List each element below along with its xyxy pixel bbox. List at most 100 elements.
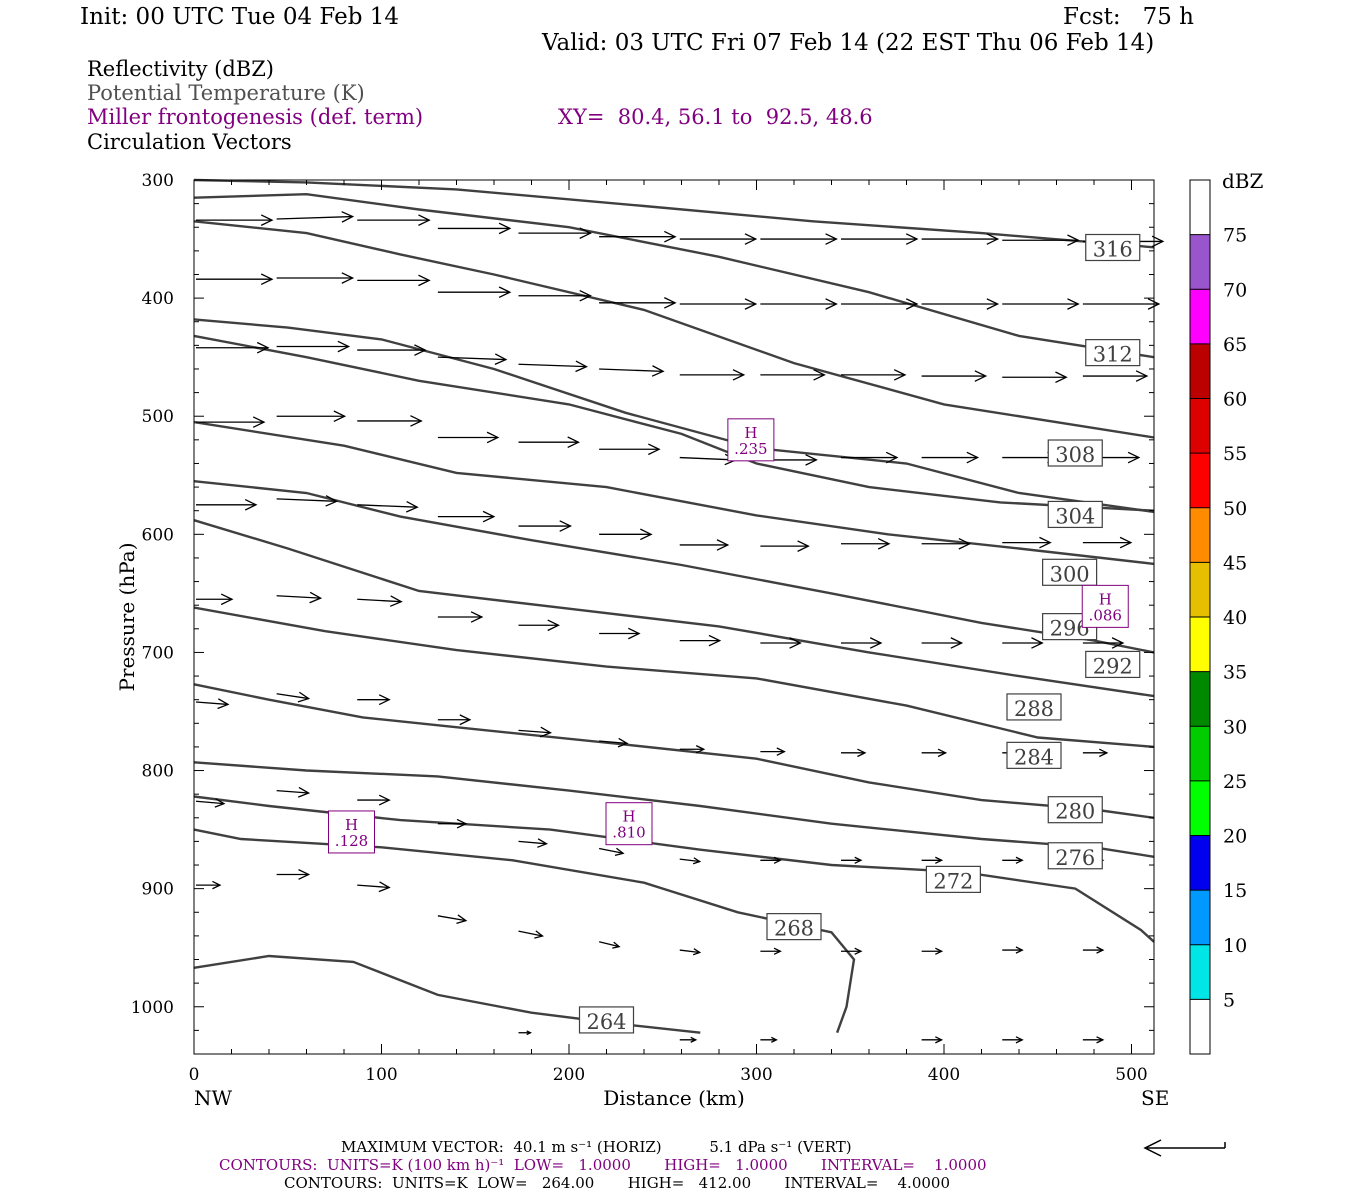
circulation-vector <box>760 856 782 864</box>
contour-label-288: 288 <box>1006 693 1062 721</box>
theta-contour-note: CONTOURS: UNITS=K LOW= 264.00 HIGH= 412.… <box>284 1174 950 1192</box>
circulation-vector <box>841 856 863 864</box>
colorbar-swatch <box>1190 289 1210 344</box>
colorbar-swatch <box>1190 835 1210 891</box>
circulation-vector <box>1002 856 1024 864</box>
circulation-vector <box>437 431 500 444</box>
circulation-vector <box>921 947 944 955</box>
colorbar-level-label: 10 <box>1223 935 1247 957</box>
contour-label-316: 316 <box>1085 233 1141 262</box>
y-tick-label: 1000 <box>131 998 174 1018</box>
circulation-vector <box>518 436 580 449</box>
circulation-vector <box>599 365 665 377</box>
valid-time: Valid: 03 UTC Fri 07 Feb 14 (22 EST Thu … <box>542 30 1155 56</box>
circulation-vector <box>437 818 468 829</box>
colorbar-swatch <box>1190 671 1210 727</box>
circulation-vector <box>599 230 677 243</box>
contour-label-text: 280 <box>1055 800 1095 824</box>
colorbar-swatch <box>1190 617 1210 672</box>
contour-label-text: 284 <box>1014 745 1054 769</box>
field-reflectivity: Reflectivity (dBZ) <box>87 57 275 81</box>
contour-label-text: 316 <box>1093 238 1133 262</box>
circulation-vector <box>679 634 722 647</box>
contour-label-text: 272 <box>933 869 973 893</box>
circulation-vector <box>921 637 964 649</box>
circulation-vector <box>437 510 496 523</box>
colorbar-level-label: 65 <box>1223 334 1247 356</box>
circulation-vector <box>760 540 810 552</box>
max-letter: H <box>744 424 757 442</box>
circulation-vector <box>679 745 706 754</box>
cross-section-endpoints: XY= 80.4, 56.1 to 92.5, 48.6 <box>558 105 873 129</box>
circulation-vector <box>518 289 592 302</box>
colorbar-swatch <box>1190 234 1210 290</box>
frontogenesis-max: H.810 <box>605 802 653 846</box>
y-tick-label: 300 <box>142 171 174 191</box>
colorbar-level-label: 75 <box>1223 225 1247 247</box>
y-axis-label: Pressure (hPa) <box>115 543 139 692</box>
circulation-vector <box>599 297 677 309</box>
y-tick-label: 900 <box>142 880 174 900</box>
colorbar-level-label: 45 <box>1223 552 1247 574</box>
circulation-vector <box>357 415 423 427</box>
circulation-vector <box>1002 946 1024 954</box>
contour-label-268: 268 <box>766 913 822 941</box>
colorbar-swatch <box>1190 890 1210 945</box>
circulation-vector <box>921 298 1000 310</box>
colorbar-level-label: 50 <box>1223 498 1247 520</box>
circulation-vector <box>1002 637 1044 649</box>
circulation-vector <box>599 528 653 541</box>
circulation-vector <box>196 880 222 890</box>
circulation-vector <box>679 298 758 310</box>
circulation-vector <box>679 1036 698 1043</box>
colorbar-swatch <box>1190 343 1210 399</box>
theta-contour-268 <box>193 828 856 1034</box>
circulation-vector <box>437 714 472 726</box>
colorbar-swatch <box>1190 453 1210 508</box>
circulation-vectors <box>195 211 1165 1044</box>
colorbar-level-label: 25 <box>1223 771 1247 793</box>
circulation-vector <box>679 453 738 466</box>
circulation-vector <box>841 369 907 381</box>
field-frontogenesis: Miller frontogenesis (def. term) <box>87 105 424 129</box>
max-letter: H <box>622 808 635 826</box>
colorbar-level-label: 55 <box>1223 443 1247 465</box>
theta-contours <box>193 178 1155 1034</box>
max-letter: H <box>345 816 358 834</box>
circulation-vector <box>276 340 351 353</box>
y-tick-label: 400 <box>142 289 174 309</box>
circulation-vector <box>921 370 988 382</box>
frontogenesis-contour-note: CONTOURS: UNITS=K (100 km h)⁻¹ LOW= 1.00… <box>219 1156 987 1174</box>
circulation-vector <box>1082 946 1105 954</box>
colorbar-swatch <box>1190 507 1210 563</box>
max-value: .235 <box>734 440 767 458</box>
circulation-vector <box>437 353 508 365</box>
circulation-vector <box>1002 234 1080 247</box>
circulation-vector <box>599 737 629 748</box>
circulation-vector <box>679 857 702 865</box>
field-theta: Potential Temperature (K) <box>87 81 365 105</box>
y-tick-label: 600 <box>142 525 174 545</box>
circulation-vector <box>357 274 431 287</box>
circulation-vector <box>518 360 588 373</box>
circulation-vector <box>841 537 891 550</box>
maximum-vector-note: MAXIMUM VECTOR: 40.1 m s⁻¹ (HORIZ) 5.1 d… <box>341 1138 852 1156</box>
y-tick-label: 800 <box>142 762 174 782</box>
circulation-vector <box>357 500 419 513</box>
x-tick-label: 200 <box>553 1065 585 1085</box>
contour-label-text: 300 <box>1050 562 1090 586</box>
y-tick-label: 500 <box>142 407 174 427</box>
circulation-vector <box>760 747 786 756</box>
frontogenesis-max: H.128 <box>328 810 375 854</box>
circulation-vector <box>357 794 391 806</box>
y-tick-label: 700 <box>142 643 174 663</box>
circulation-vector <box>1002 371 1068 384</box>
circulation-vector <box>518 1030 532 1036</box>
colorbar-swatch <box>1190 726 1210 781</box>
x-axis-label: Distance (km) <box>603 1086 745 1110</box>
circulation-vector <box>518 726 552 738</box>
circulation-vector <box>437 611 484 623</box>
circulation-vector <box>1002 1036 1024 1044</box>
x-tick-label: 500 <box>1115 1065 1147 1085</box>
